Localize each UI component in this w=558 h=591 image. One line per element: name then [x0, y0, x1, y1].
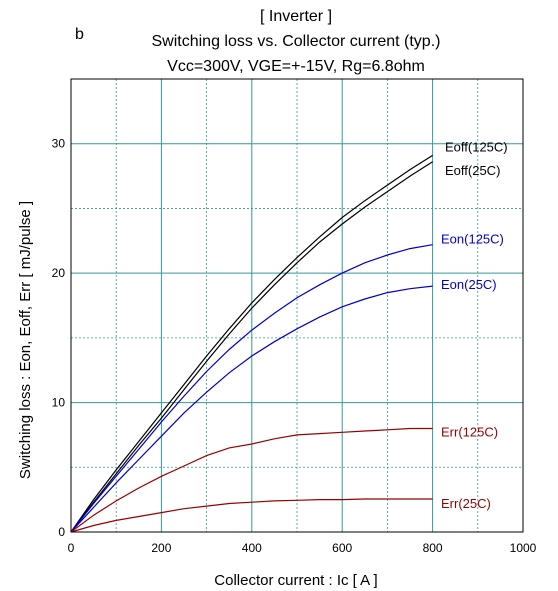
- chart-subtitle: Switching loss vs. Collector current (ty…: [152, 33, 441, 50]
- series-label: Err(25C): [441, 496, 491, 511]
- x-axis-label: Collector current : Ic [ A ]: [214, 572, 377, 589]
- series-label: Eon(125C): [441, 232, 504, 247]
- series-label: Eoff(125C): [445, 139, 508, 154]
- series-line-eoff-25c: [70, 161, 433, 533]
- x-tick-label: 400: [242, 541, 262, 555]
- series-label: Eoff(25C): [445, 163, 500, 178]
- chart-conditions: Vcc=300V, VGE=+-15V, Rg=6.8ohm: [167, 58, 425, 75]
- plot-frame: [70, 78, 524, 533]
- series-line-eon-25c: [70, 285, 433, 533]
- panel-letter: b: [75, 26, 84, 43]
- series-label: Err(125C): [441, 424, 498, 439]
- x-tick-label: 600: [332, 541, 352, 555]
- grid: [71, 79, 523, 532]
- axis-ticks: 0 200 400 600 800 1000 0 10 20 30: [52, 137, 537, 555]
- series-line-eon-125c: [70, 244, 433, 533]
- y-tick-label: 20: [52, 266, 66, 280]
- y-tick-label: 0: [58, 525, 65, 539]
- series-label: Eon(25C): [441, 277, 497, 292]
- series-labels: Eoff(125C) Eoff(25C) Eon(125C) Eon(25C) Err(…: [441, 139, 508, 511]
- x-tick-label: 0: [68, 541, 75, 555]
- x-tick-label: 800: [423, 541, 443, 555]
- y-tick-label: 10: [52, 396, 66, 410]
- x-tick-label: 200: [151, 541, 171, 555]
- y-axis-label: Switching loss : Eon, Eoff, Err [ mJ/pul…: [17, 201, 34, 479]
- x-tick-label: 1000: [510, 541, 537, 555]
- y-tick-label: 30: [52, 137, 66, 151]
- series-line-err-125c: [70, 427, 433, 533]
- chart-title: [ Inverter ]: [260, 8, 332, 25]
- series-line-err-25c: [70, 498, 433, 533]
- series-lines: [70, 154, 433, 533]
- series-line-eoff-125c: [70, 154, 433, 533]
